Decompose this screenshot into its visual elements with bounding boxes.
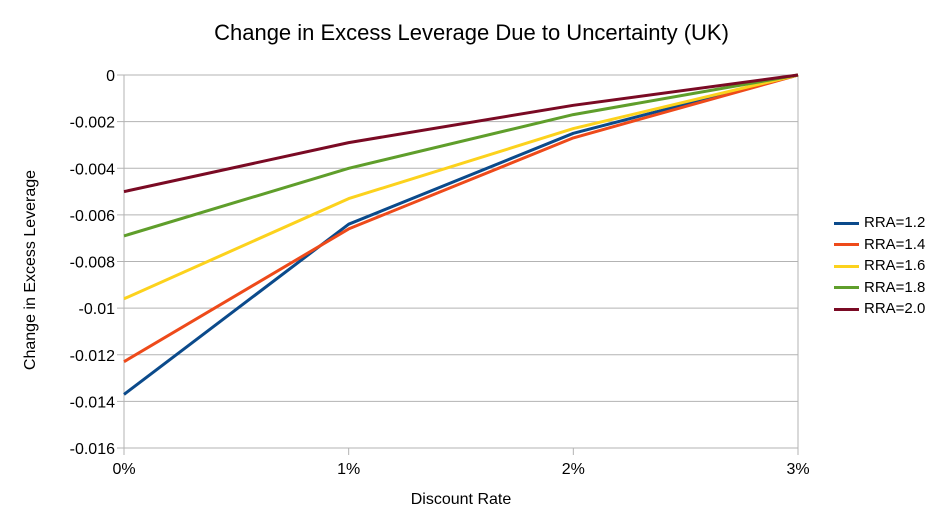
legend-label: RRA=1.8 bbox=[864, 278, 926, 296]
series-line-rra-1-6 bbox=[123, 73, 799, 301]
legend-label: RRA=1.2 bbox=[864, 214, 926, 231]
y-tick-label: -0.014 bbox=[70, 394, 115, 411]
y-tick-labels: 0 -0.002 -0.004 -0.006 -0.008 -0.01 -0.012 -0.0… bbox=[70, 68, 115, 458]
axes bbox=[117, 74, 799, 455]
y-tick-label: -0.012 bbox=[70, 348, 115, 365]
series-line-rra-1-8 bbox=[123, 73, 799, 238]
legend-swatch bbox=[834, 307, 859, 311]
y-tick-label: -0.016 bbox=[70, 441, 115, 458]
y-tick-label: -0.002 bbox=[70, 115, 115, 132]
series-line-rra-1-2 bbox=[123, 73, 799, 396]
x-tick-label: 1% bbox=[337, 461, 360, 478]
legend-item: RRA=1.8 bbox=[834, 277, 925, 299]
legend-item: RRA=2.0 bbox=[834, 298, 925, 320]
legend-swatch bbox=[834, 264, 859, 268]
legend-swatch bbox=[834, 286, 859, 289]
series-line-rra-2-0 bbox=[123, 73, 799, 194]
legend-item: RRA=1.4 bbox=[834, 234, 925, 256]
x-axis-title: Discount Rate bbox=[410, 491, 512, 508]
legend-label: RRA=1.4 bbox=[864, 235, 926, 253]
legend-item: RRA=1.2 bbox=[834, 212, 925, 234]
chart-title: Change in Excess Leverage Due to Uncerta… bbox=[214, 20, 729, 45]
x-tick-label: 3% bbox=[786, 461, 809, 478]
x-tick-label: 2% bbox=[562, 461, 585, 478]
legend-label: RRA=1.6 bbox=[864, 257, 926, 274]
x-tick-label: 0% bbox=[112, 461, 135, 478]
series-lines bbox=[123, 73, 799, 396]
legend-swatch bbox=[834, 221, 859, 225]
x-tick-labels: 0% 1% 2% 3% bbox=[112, 461, 809, 478]
legend-item: RRA=1.6 bbox=[834, 255, 925, 277]
y-tick-label: -0.01 bbox=[79, 301, 116, 318]
legend: RRA=1.2 RRA=1.4 RRA=1.6 RRA=1.8 RRA=2.0 bbox=[834, 212, 925, 320]
series-line-rra-1-4 bbox=[123, 73, 799, 363]
y-tick-label: 0 bbox=[106, 68, 115, 85]
legend-swatch bbox=[834, 243, 859, 246]
gridlines bbox=[124, 74, 798, 449]
y-tick-label: -0.004 bbox=[70, 161, 115, 178]
y-tick-label: -0.008 bbox=[70, 255, 115, 272]
legend-label: RRA=2.0 bbox=[864, 300, 926, 317]
y-tick-label: -0.006 bbox=[70, 208, 115, 225]
